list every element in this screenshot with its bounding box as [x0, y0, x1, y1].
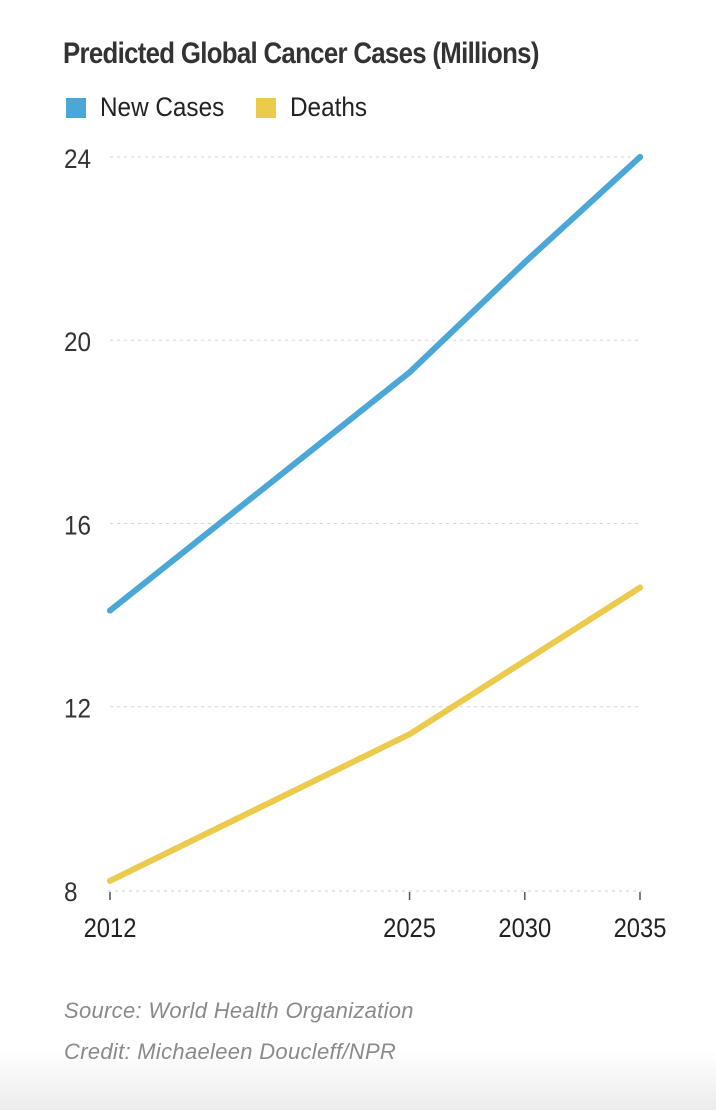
data-point-deaths-2012 — [107, 877, 113, 884]
line-chart: 8 12 16 20 24 2012 2025 2030 2035 — [64, 145, 667, 944]
credit-note: Credit: Michaeleen Doucleff/NPR — [64, 1039, 397, 1064]
series-line-new-cases — [107, 154, 643, 614]
legend-item-new-cases: New Cases — [66, 92, 238, 123]
data-point-new-cases-2030 — [521, 259, 528, 266]
x-tick-label-2030: 2030 — [498, 914, 551, 944]
y-tick-label-12: 12 — [64, 695, 91, 724]
data-point-deaths-2025 — [406, 731, 413, 738]
legend-swatch-deaths — [256, 97, 277, 118]
x-tick-label-2012: 2012 — [84, 914, 137, 944]
x-tick-label-2035: 2035 — [614, 914, 667, 944]
legend: New Cases Deaths — [66, 92, 394, 123]
footer-band — [0, 1050, 716, 1110]
legend-swatch-new-cases — [66, 97, 86, 118]
y-tick-label-8: 8 — [64, 878, 78, 907]
legend-label-deaths: Deaths — [290, 92, 368, 122]
data-point-new-cases-2035 — [637, 154, 643, 160]
data-point-new-cases-2025 — [406, 369, 413, 376]
legend-item-deaths: Deaths — [256, 92, 376, 123]
data-point-deaths-2035 — [637, 584, 643, 591]
y-tick-label-16: 16 — [64, 511, 91, 540]
y-tick-label-24: 24 — [64, 145, 91, 174]
chart-title: Predicted Global Cancer Cases (Millions) — [63, 37, 539, 70]
x-tick-label-2025: 2025 — [383, 914, 436, 944]
data-point-deaths-2030 — [521, 657, 528, 664]
source-note: Source: World Health Organization — [64, 998, 414, 1023]
legend-label-new-cases: New Cases — [100, 92, 225, 122]
series-line-deaths — [107, 584, 643, 884]
data-point-new-cases-2012 — [107, 607, 113, 614]
y-tick-label-20: 20 — [64, 328, 91, 357]
